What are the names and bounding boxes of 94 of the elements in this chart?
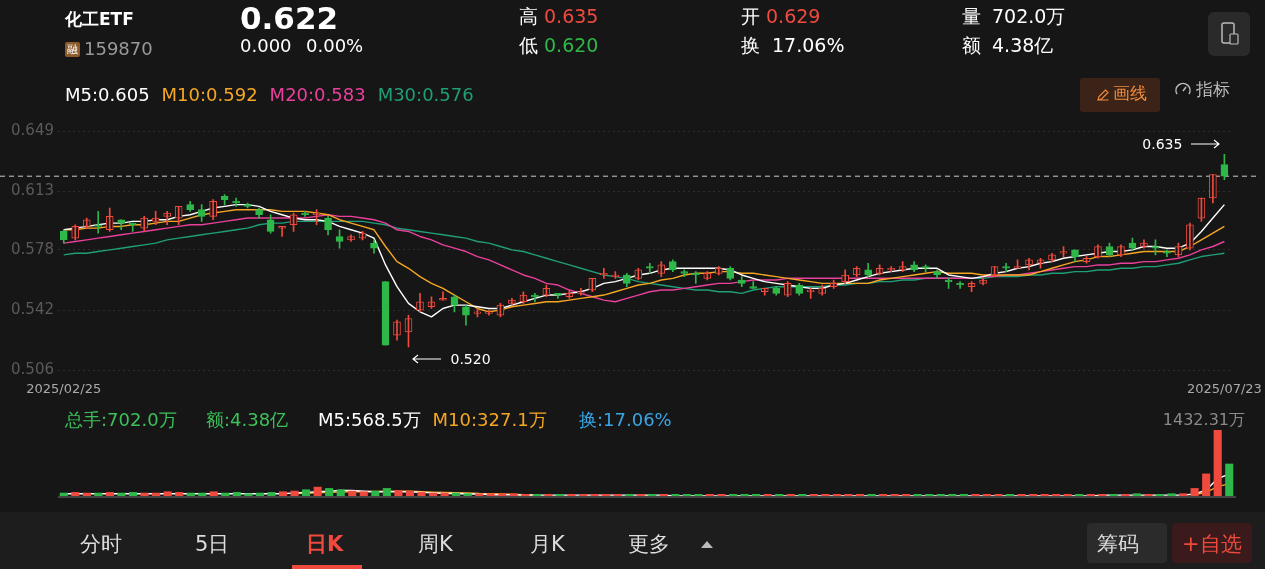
text: M20:0.583 [269, 84, 366, 105]
text: 日K [306, 531, 344, 558]
text: 1432.31万 [1162, 410, 1245, 431]
bar [475, 493, 484, 496]
bar [175, 492, 184, 496]
text: M5:0.605 [65, 84, 150, 105]
text: 额 [962, 34, 981, 57]
text: 4.38亿 [992, 34, 1054, 57]
text: 画线 [1113, 83, 1147, 104]
text: 分时 [80, 531, 122, 558]
candlestick [439, 291, 447, 301]
y-tick-label: 0.506 [11, 360, 54, 379]
bar [209, 491, 218, 496]
bar [232, 492, 241, 496]
candlestick [956, 281, 964, 289]
bar [290, 490, 299, 496]
bar [1167, 493, 1176, 496]
text: 月K [530, 531, 565, 558]
text: 0.620 [544, 34, 599, 57]
text: 融 [65, 42, 80, 58]
text: +自选 [1182, 531, 1242, 558]
text: 0.00% [306, 35, 364, 57]
bar [463, 493, 472, 496]
bar [302, 489, 311, 496]
bar [405, 490, 414, 496]
bar [128, 492, 138, 496]
text: 筹码 [1097, 531, 1139, 558]
bar [1213, 430, 1222, 496]
text: 更多 [628, 531, 670, 558]
bar [417, 492, 426, 496]
bar [1225, 463, 1234, 496]
text: 17.06% [772, 34, 845, 57]
annotation: 0.520 [450, 349, 491, 369]
candlestick [554, 293, 562, 299]
text: 换 [741, 34, 760, 57]
annotation: 0.635 [1142, 135, 1183, 155]
text: 702.0万 [992, 5, 1066, 28]
bar [244, 493, 253, 496]
x-tick-label: 2025/02/25 [26, 380, 102, 396]
text: 开 [741, 5, 760, 28]
text: M5:568.5万 [318, 408, 421, 432]
bar [117, 492, 126, 496]
text: M10:0.592 [161, 84, 258, 105]
text: M10:327.1万 [432, 408, 547, 432]
bar [498, 493, 507, 496]
y-tick-label: 0.649 [11, 120, 54, 139]
text: 量 [962, 5, 981, 28]
text: 周K [418, 531, 453, 558]
annotation: 总手:702.0万 [65, 408, 177, 432]
bar [359, 491, 368, 496]
bar [313, 486, 322, 496]
candlestick [278, 226, 286, 237]
candlestick [1002, 262, 1010, 272]
text: 指标 [1196, 79, 1230, 100]
bar [278, 491, 288, 496]
text: 159870 [84, 38, 153, 60]
bar [509, 493, 518, 496]
annotation: 换:17.06% [579, 408, 672, 432]
candlestick [485, 309, 493, 316]
bar [394, 490, 403, 496]
bar [267, 492, 276, 496]
bar [1190, 488, 1199, 496]
candlestick [94, 211, 103, 234]
text: 0.635 [544, 5, 599, 28]
bar [382, 488, 391, 496]
candlestick [577, 288, 585, 296]
text: 0.000 [240, 35, 292, 57]
annotation: 额:4.38亿 [206, 408, 289, 432]
bar [325, 488, 334, 496]
text: 高 [519, 5, 538, 28]
candlestick [680, 269, 689, 277]
bar [348, 490, 357, 496]
bar [1179, 493, 1188, 496]
bar [371, 490, 380, 496]
text: 5日 [195, 531, 230, 558]
x-tick-label: 2025/07/23 [1186, 380, 1262, 396]
y-tick-label: 0.613 [11, 181, 54, 200]
text: 0.629 [766, 5, 821, 28]
bar [105, 492, 114, 496]
candlestick [749, 281, 758, 289]
y-tick-label: 0.542 [11, 300, 54, 319]
bar [1202, 473, 1211, 496]
bar [1132, 493, 1141, 496]
text: M30:0.576 [377, 84, 474, 105]
candlestick [645, 262, 654, 274]
text: 低 [519, 34, 538, 57]
y-tick-label: 0.578 [11, 239, 54, 258]
bar [336, 489, 345, 496]
bar [71, 492, 80, 496]
text: 化工ETF [65, 9, 134, 30]
candlestick [1163, 249, 1171, 257]
bar [486, 493, 495, 496]
bar [163, 491, 172, 496]
text: 0.622 [240, 0, 339, 38]
